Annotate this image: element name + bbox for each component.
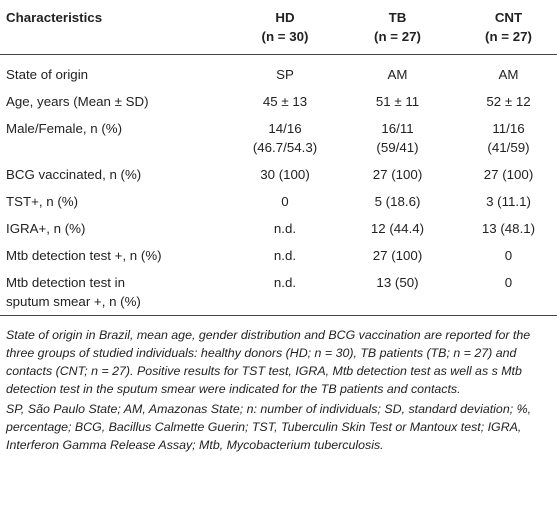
table-row: State of origin SP AM AM bbox=[0, 55, 557, 89]
table-cell: 27 (100) bbox=[483, 167, 534, 182]
table-cell: 30 (100) bbox=[260, 167, 310, 182]
header-cell: Characteristics bbox=[0, 2, 235, 55]
table-cell: 11/16 (41/59) bbox=[487, 121, 530, 155]
table-cell: 45 ± 13 bbox=[262, 94, 308, 109]
table-cell: AM bbox=[387, 67, 408, 82]
row-label: Age, years (Mean ± SD) bbox=[6, 94, 149, 109]
table-row: TST+, n (%) 0 5 (18.6) 3 (11.1) bbox=[0, 188, 557, 215]
footnote: SP, São Paulo State; AM, Amazonas State;… bbox=[6, 402, 532, 452]
table-cell: 0 bbox=[504, 248, 513, 263]
table-row: Mtb detection test +, n (%) n.d. 27 (100) 0 bbox=[0, 242, 557, 269]
row-label: IGRA+, n (%) bbox=[6, 221, 86, 236]
table-row: Male/Female, n (%) 14/16 (46.7/54.3) 16/11… bbox=[0, 115, 557, 161]
header-cell: HD (n = 30) bbox=[235, 2, 335, 55]
header-label: CNT bbox=[494, 10, 523, 25]
table-cell: 16/11 (59/41) bbox=[376, 121, 419, 155]
table-cell: 14/16 (46.7/54.3) bbox=[252, 121, 318, 155]
table-cell: n.d. bbox=[273, 275, 297, 290]
table-cell: 12 (44.4) bbox=[370, 221, 425, 236]
table-row: Mtb detection test in sputum smear +, n … bbox=[0, 269, 557, 316]
row-label: BCG vaccinated, n (%) bbox=[6, 167, 142, 182]
table-cell: 13 (50) bbox=[376, 275, 419, 290]
table-cell: 0 bbox=[504, 275, 513, 290]
footnotes: State of origin in Brazil, mean age, gen… bbox=[0, 316, 557, 454]
table-cell: 51 ± 11 bbox=[375, 94, 420, 109]
table-cell: 5 (18.6) bbox=[374, 194, 421, 209]
header-label: HD bbox=[275, 10, 295, 25]
table-cell: 0 bbox=[281, 194, 289, 209]
header-sublabel: (n = 30) bbox=[261, 29, 309, 44]
data-table: Characteristics HD (n = 30) TB (n = 27) CNT (n… bbox=[0, 2, 557, 316]
table-cell: 27 (100) bbox=[372, 248, 423, 263]
table-body: State of origin SP AM AM Age, years (Mean ± … bbox=[0, 55, 557, 316]
table-cell: 13 (48.1) bbox=[481, 221, 536, 236]
table-cell: SP bbox=[276, 67, 294, 82]
row-label: Mtb detection test in sputum smear +, n … bbox=[6, 275, 141, 309]
table-row: BCG vaccinated, n (%) 30 (100) 27 (100) 27 … bbox=[0, 161, 557, 188]
row-label: Male/Female, n (%) bbox=[6, 121, 123, 136]
table-cell: 27 (100) bbox=[372, 167, 423, 182]
header-sublabel: (n = 27) bbox=[485, 29, 532, 44]
footnote: State of origin in Brazil, mean age, gen… bbox=[6, 328, 531, 396]
row-label: TST+, n (%) bbox=[6, 194, 79, 209]
table-cell: 3 (11.1) bbox=[486, 194, 531, 209]
header-cell: CNT (n = 27) bbox=[460, 2, 557, 55]
table-header: Characteristics HD (n = 30) TB (n = 27) CNT (n… bbox=[0, 2, 557, 55]
table-row: Age, years (Mean ± SD) 45 ± 13 51 ± 11 52 ±… bbox=[0, 88, 557, 115]
header-label: Characteristics bbox=[6, 10, 103, 25]
header-label: TB bbox=[388, 10, 407, 25]
table-cell: n.d. bbox=[273, 221, 297, 236]
table-cell: AM bbox=[498, 67, 519, 82]
table-cell: 52 ± 12 bbox=[486, 94, 531, 109]
table-row: IGRA+, n (%) n.d. 12 (44.4) 13 (48.1) bbox=[0, 215, 557, 242]
header-cell: TB (n = 27) bbox=[335, 2, 460, 55]
table-cell: n.d. bbox=[273, 248, 297, 263]
header-row: Characteristics HD (n = 30) TB (n = 27) CNT (n… bbox=[0, 2, 557, 55]
header-sublabel: (n = 27) bbox=[374, 29, 421, 44]
row-label: Mtb detection test +, n (%) bbox=[6, 248, 162, 263]
row-label: State of origin bbox=[6, 67, 89, 82]
